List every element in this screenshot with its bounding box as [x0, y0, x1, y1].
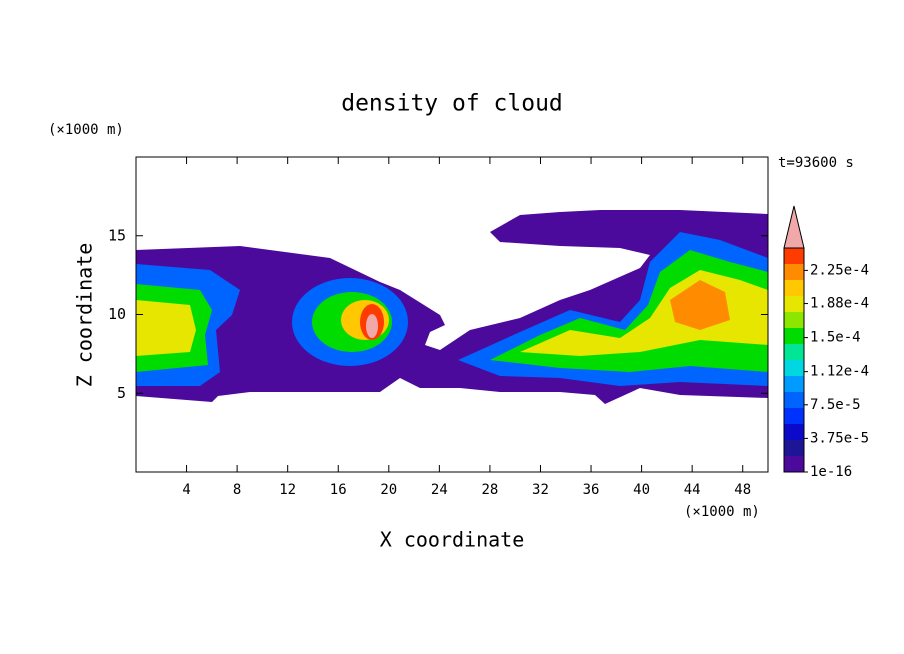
colorbar-tick-label: 1.12e-4 — [810, 364, 869, 380]
cloud-region — [670, 280, 730, 330]
y-tick-label: 10 — [108, 305, 126, 323]
colorbar-segment — [784, 296, 804, 312]
y-axis-title: Z coordinate — [73, 243, 97, 388]
colorbar-segment — [784, 328, 804, 344]
colorbar-tick-label: 2.25e-4 — [810, 262, 869, 278]
colorbar-segment — [784, 248, 804, 264]
x-tick-label: 32 — [532, 482, 549, 498]
x-tick-label: 36 — [583, 482, 600, 498]
colorbar-extension — [783, 205, 805, 249]
annotation: t=93600 s — [778, 155, 854, 171]
x-tick-label: 40 — [633, 482, 650, 498]
colorbar-segment — [784, 312, 804, 328]
x-tick-label: 48 — [734, 482, 751, 498]
colorbar-segment — [784, 456, 804, 472]
x-axis-title: X coordinate — [380, 528, 525, 552]
colorbar-segment — [784, 376, 804, 392]
colorbar-segment — [784, 344, 804, 360]
chart-title: density of cloud — [341, 91, 563, 117]
colorbar-frame — [783, 247, 805, 473]
x-tick-label: 44 — [684, 482, 701, 498]
contour-field — [136, 210, 768, 404]
x-tick-label: 20 — [380, 482, 397, 498]
colorbar-tick-label: 1.88e-4 — [810, 296, 869, 312]
x-tick-label: 12 — [279, 482, 296, 498]
colorbar-tick-label: 1e-16 — [810, 464, 852, 480]
x-tick-label: 28 — [481, 482, 498, 498]
colorbar-segment — [784, 360, 804, 376]
colorbar-segment — [784, 280, 804, 296]
colorbar-segment — [784, 408, 804, 424]
cloud-region — [366, 314, 378, 338]
x-tick-label: 8 — [233, 482, 241, 498]
colorbar-segment — [784, 440, 804, 456]
y-tick-label: 5 — [117, 384, 126, 402]
colorbar-segment — [784, 392, 804, 408]
colorbar-segment — [784, 424, 804, 440]
colorbar-tick-label: 7.5e-5 — [810, 397, 861, 413]
colorbar-segment — [784, 264, 804, 280]
colorbar-tick-label: 3.75e-5 — [810, 430, 869, 446]
x-tick-label: 24 — [431, 482, 448, 498]
x-tick-label: 16 — [330, 482, 347, 498]
x-tick-label: 4 — [182, 482, 190, 498]
y-unit: (×1000 m) — [48, 122, 124, 138]
colorbar-tick-label: 1.5e-4 — [810, 330, 861, 346]
y-tick-label: 15 — [108, 226, 126, 244]
x-unit: (×1000 m) — [684, 504, 760, 520]
cloud-region — [136, 300, 196, 356]
